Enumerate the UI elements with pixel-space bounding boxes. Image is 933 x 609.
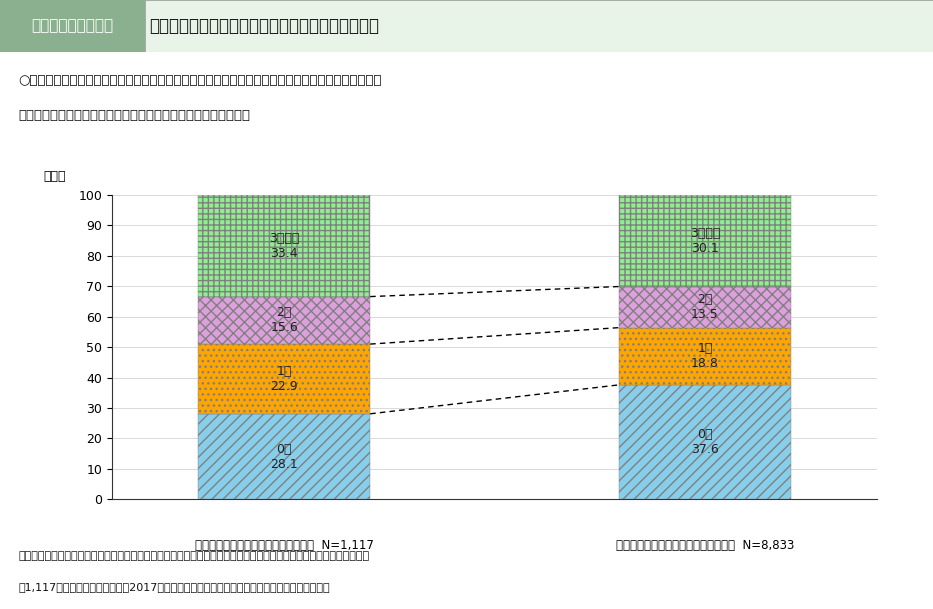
Bar <box>198 297 370 344</box>
Text: ○　過去にキャリアコンサルティングを受けた経験がある者の方が、転職回数が「０回」である者の: ○ 過去にキャリアコンサルティングを受けた経験がある者の方が、転職回数が「０回」… <box>19 74 383 87</box>
Text: 2回
13.5: 2回 13.5 <box>691 293 718 321</box>
Bar <box>619 287 791 328</box>
Text: キャリアコンサルティング経験がない  N=8,833: キャリアコンサルティング経験がない N=8,833 <box>616 539 794 552</box>
Text: 0回
28.1: 0回 28.1 <box>271 443 298 471</box>
Bar <box>198 414 370 499</box>
Text: キャリアコンサルティング経験がある  N=1,117: キャリアコンサルティング経験がある N=1,117 <box>195 539 373 552</box>
Text: 資料出所　（独）労働政策研究・研修機構「キャリアコンサルティングの実態、効果および潜在的ニーズ－相談経験者: 資料出所 （独）労働政策研究・研修機構「キャリアコンサルティングの実態、効果およ… <box>19 551 369 561</box>
Text: 1,117名等の調査結果より」（2017年）をもとに厚生労働省政策統括官付政策統括室にて作成: 1,117名等の調査結果より」（2017年）をもとに厚生労働省政策統括官付政策統… <box>19 582 330 591</box>
Text: 1回
22.9: 1回 22.9 <box>271 365 298 393</box>
Text: （％）: （％） <box>43 170 65 183</box>
Text: 3回以上
33.4: 3回以上 33.4 <box>269 232 299 259</box>
Bar <box>198 195 370 297</box>
Bar <box>145 0 933 52</box>
Bar <box>0 0 145 52</box>
Text: 割合は低く、「１回」以上である者の割合は高くなっている。: 割合は低く、「１回」以上である者の割合は高くなっている。 <box>19 109 251 122</box>
Text: キャリアコンサルティング経験の有無別の転職回数: キャリアコンサルティング経験の有無別の転職回数 <box>149 17 380 35</box>
Bar <box>619 195 791 287</box>
Text: 3回以上
30.1: 3回以上 30.1 <box>689 227 720 255</box>
Bar <box>619 385 791 499</box>
Text: 1回
18.8: 1回 18.8 <box>691 342 718 370</box>
Text: 0回
37.6: 0回 37.6 <box>691 428 718 456</box>
Bar <box>619 328 791 385</box>
Text: 第２－（４）－６図: 第２－（４）－６図 <box>31 18 113 33</box>
Bar <box>198 344 370 414</box>
Text: 2回
15.6: 2回 15.6 <box>271 306 298 334</box>
